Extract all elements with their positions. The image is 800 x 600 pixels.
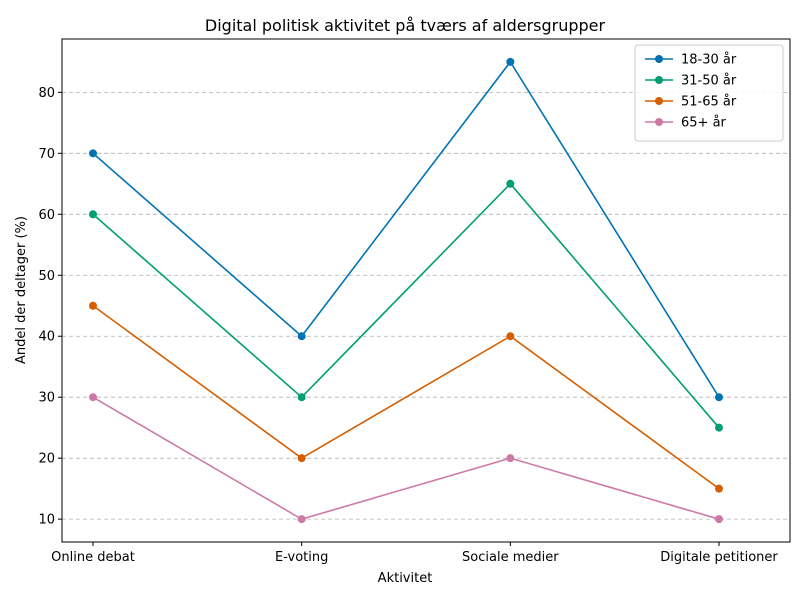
x-tick-label: E-voting	[275, 550, 328, 565]
y-tick-label: 50	[38, 269, 55, 284]
legend-marker	[655, 97, 663, 105]
x-axis: Online debat E-voting Sociale medier Digita…	[51, 542, 778, 565]
data-point	[715, 423, 723, 432]
data-point	[89, 393, 97, 402]
y-tick-label: 20	[38, 452, 55, 467]
series-line	[92, 396, 720, 521]
data-point	[297, 393, 306, 402]
legend-label: 51-65 år	[681, 95, 737, 110]
data-point	[89, 301, 97, 310]
data-point	[715, 515, 723, 524]
legend: 18-30 år 31-50 år 51-65 år 65+ år	[634, 44, 784, 142]
series-layer	[89, 57, 723, 524]
chart-title: Digital politisk aktivitet på tværs af a…	[205, 16, 606, 35]
legend-marker	[655, 118, 663, 126]
legend-label: 18-30 år	[681, 53, 737, 68]
y-tick-label: 10	[38, 513, 55, 528]
series	[89, 393, 723, 524]
data-point	[89, 149, 97, 158]
plot-frame	[61, 38, 791, 543]
y-tick-label: 40	[38, 330, 55, 345]
series	[89, 179, 723, 432]
x-axis-label: Aktivitet	[378, 571, 433, 586]
legend-box	[634, 44, 784, 142]
x-tick-label: Online debat	[51, 550, 135, 565]
x-tick-label: Sociale medier	[462, 550, 559, 565]
series-line	[92, 305, 720, 490]
y-tick-label: 70	[38, 147, 55, 162]
data-point	[715, 393, 723, 402]
data-point	[506, 179, 515, 188]
data-point	[506, 454, 515, 463]
y-tick-label: 80	[38, 86, 55, 101]
series	[89, 301, 723, 493]
legend-marker	[655, 76, 663, 84]
data-point	[506, 57, 515, 66]
series-line	[92, 182, 720, 429]
x-tick-label: Digitale petitioner	[660, 550, 778, 565]
series	[89, 57, 723, 402]
data-point	[715, 484, 723, 493]
y-axis: 10 20 30 40 50 60 70 80	[38, 86, 62, 528]
data-point	[297, 454, 306, 463]
y-tick-label: 30	[38, 391, 55, 406]
legend-marker	[655, 55, 663, 63]
data-point	[89, 210, 97, 219]
grid-lines	[62, 91, 790, 520]
legend-label: 65+ år	[681, 116, 727, 131]
y-axis-label: Andel der deltager (%)	[14, 216, 29, 364]
data-point	[297, 332, 306, 341]
legend-label: 31-50 år	[681, 74, 737, 89]
data-point	[297, 515, 306, 524]
series-line	[92, 60, 720, 398]
data-point	[506, 332, 515, 341]
y-tick-label: 60	[38, 208, 55, 223]
